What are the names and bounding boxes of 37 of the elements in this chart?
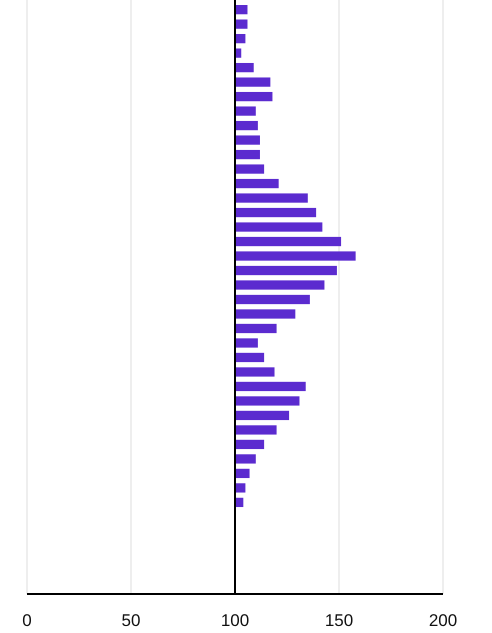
bar <box>235 294 310 304</box>
bar <box>235 164 264 174</box>
bar <box>235 425 277 435</box>
bar <box>235 222 322 232</box>
bar <box>235 410 290 420</box>
bar <box>235 352 264 362</box>
x-tick-label: 100 <box>220 611 250 630</box>
bar <box>235 236 342 246</box>
bar <box>235 150 260 160</box>
bar <box>235 106 256 116</box>
bar <box>235 34 246 44</box>
bar <box>235 208 316 218</box>
bar <box>235 266 337 276</box>
x-tick-label: 50 <box>122 611 140 630</box>
bar <box>235 367 275 377</box>
x-tick-label: 0 <box>22 611 32 630</box>
x-tick-label: 200 <box>428 611 458 630</box>
bar <box>235 193 308 203</box>
bar <box>235 92 272 102</box>
bar <box>235 280 324 290</box>
bar <box>235 120 258 130</box>
bar <box>235 454 256 464</box>
bar <box>235 19 248 29</box>
bar <box>235 77 270 87</box>
bar <box>235 62 254 72</box>
bar <box>235 5 248 14</box>
bar <box>235 251 356 261</box>
bar <box>235 440 264 450</box>
bar <box>235 338 258 348</box>
bar <box>235 396 300 406</box>
bar <box>235 324 277 334</box>
x-tick-label: 150 <box>324 611 354 630</box>
bar <box>235 468 250 478</box>
bar <box>235 309 296 319</box>
bar <box>235 178 279 188</box>
bar <box>235 135 260 145</box>
bar <box>235 382 306 392</box>
